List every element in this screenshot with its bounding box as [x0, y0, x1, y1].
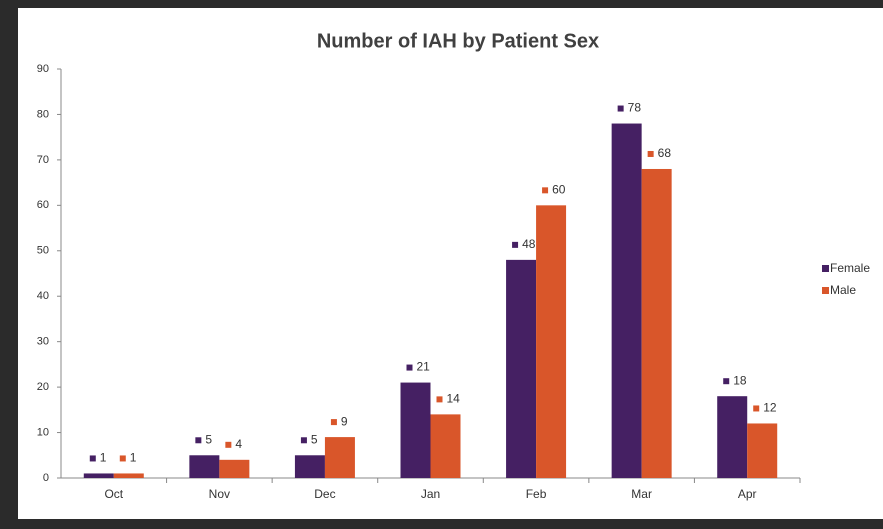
data-label-marker: [647, 150, 654, 157]
y-tick-label: 10: [37, 426, 49, 438]
chart-title: Number of IAH by Patient Sex: [317, 30, 599, 52]
data-label-marker: [195, 437, 202, 444]
y-tick-label: 60: [37, 199, 49, 211]
x-tick-label: Mar: [631, 487, 652, 501]
bar: [83, 473, 114, 478]
data-label: 1: [100, 451, 107, 465]
bar: [506, 259, 537, 478]
data-label-marker: [542, 187, 549, 194]
data-label: 5: [311, 432, 318, 446]
x-tick-label: Dec: [314, 487, 335, 501]
bar: [324, 437, 355, 478]
data-label: 1: [130, 451, 137, 465]
bar: [536, 205, 567, 479]
legend-label: Female: [830, 261, 870, 275]
data-label: 18: [733, 373, 747, 387]
y-tick-label: 0: [43, 472, 49, 484]
y-tick-label: 80: [37, 108, 49, 120]
bar: [717, 396, 748, 478]
data-label-marker: [723, 378, 730, 385]
legend-label: Male: [830, 283, 856, 297]
data-label-marker: [617, 105, 624, 112]
legend-swatch: [822, 287, 829, 294]
data-label: 9: [341, 414, 348, 428]
bar: [189, 455, 220, 478]
y-tick-label: 20: [37, 381, 49, 393]
data-label: 68: [658, 146, 672, 160]
bar: [219, 459, 250, 478]
x-tick-label: Jan: [421, 487, 440, 501]
x-tick-label: Apr: [738, 487, 757, 501]
data-label-marker: [753, 405, 760, 412]
data-label-marker: [225, 441, 232, 448]
y-tick-label: 30: [37, 336, 49, 348]
data-label: 5: [205, 432, 212, 446]
data-label-marker: [512, 241, 519, 248]
data-label-marker: [436, 396, 443, 403]
data-label: 78: [628, 101, 642, 115]
data-label-marker: [119, 455, 126, 462]
data-label-marker: [330, 419, 337, 426]
bar: [294, 455, 325, 478]
data-label-marker: [89, 455, 96, 462]
y-tick-label: 90: [37, 63, 49, 75]
y-tick-label: 40: [37, 290, 49, 302]
bar: [400, 382, 431, 478]
x-tick-label: Oct: [104, 487, 123, 501]
y-tick-label: 70: [37, 154, 49, 166]
data-label: 12: [763, 401, 777, 415]
bar: [611, 123, 642, 479]
bar: [747, 423, 778, 478]
data-label: 21: [417, 360, 431, 374]
data-label: 48: [522, 237, 536, 251]
legend-swatch: [822, 265, 829, 272]
bar: [641, 168, 672, 478]
x-tick-label: Feb: [526, 487, 547, 501]
data-label-marker: [300, 437, 307, 444]
data-label: 60: [552, 183, 566, 197]
y-tick-label: 50: [37, 245, 49, 257]
bar: [113, 473, 144, 478]
data-label: 4: [235, 437, 242, 451]
data-label: 14: [447, 392, 461, 406]
data-label-marker: [406, 364, 413, 371]
x-tick-label: Nov: [209, 487, 230, 501]
bar: [430, 414, 461, 478]
